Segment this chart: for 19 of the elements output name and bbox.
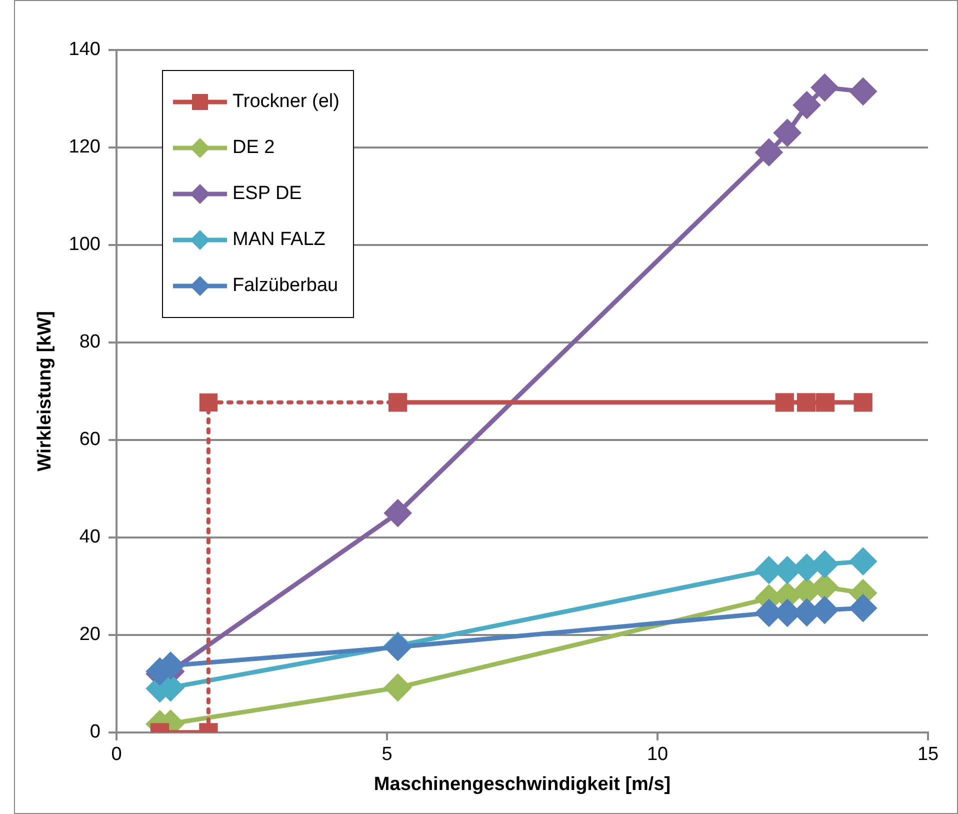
y-tick-label: 60 <box>79 429 100 450</box>
y-axis-title: Wirkleistung [kW] <box>34 311 56 472</box>
y-tick-label: 20 <box>79 624 100 646</box>
legend-label: ESP DE <box>232 183 302 205</box>
y-tick-label: 80 <box>79 332 100 353</box>
x-axis-title: Maschinengeschwindigkeit [m/s] <box>374 774 671 795</box>
y-tick-label: 40 <box>79 526 100 548</box>
x-tick-label: 10 <box>646 744 668 766</box>
x-tick-label: 0 <box>111 744 122 766</box>
legend-label: MAN FALZ <box>232 229 326 251</box>
x-tick-label: 5 <box>382 744 392 766</box>
y-tick-label: 140 <box>68 39 100 60</box>
legend-label: Trockner (el) <box>232 91 340 113</box>
legend-label: DE 2 <box>232 137 275 159</box>
y-tick-label: 100 <box>68 234 100 256</box>
legend-label: Falzüberbau <box>232 275 338 297</box>
x-tick-label: 15 <box>917 744 939 766</box>
y-tick-label: 0 <box>90 722 100 743</box>
y-tick-label: 120 <box>68 136 100 158</box>
